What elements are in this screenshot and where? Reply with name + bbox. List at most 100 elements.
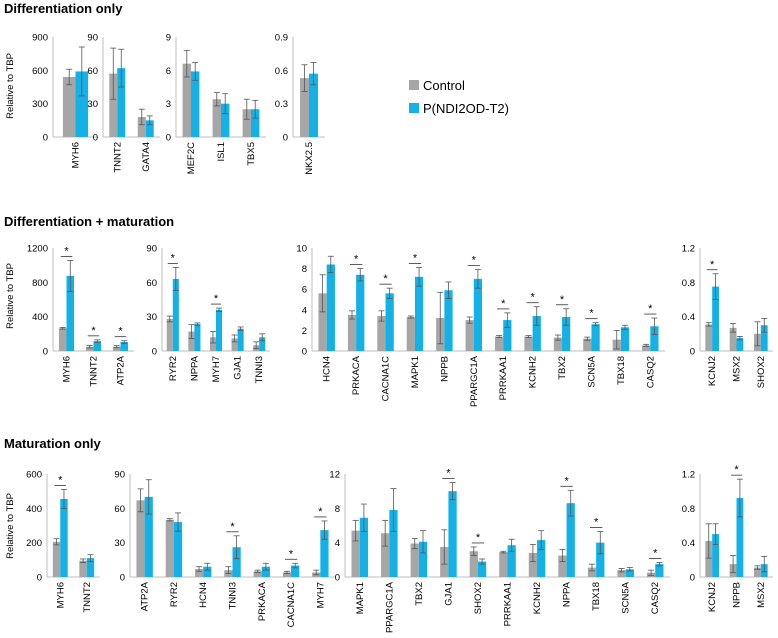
legend-swatch-control — [409, 80, 419, 90]
y-tick-label: 0.4 — [682, 538, 695, 549]
bar-control — [166, 318, 173, 351]
bar-control — [406, 317, 415, 351]
bar-control — [318, 293, 327, 351]
y-tick-label: 0.8 — [682, 504, 695, 515]
category-label: PRKACA — [351, 355, 362, 395]
category-label: KCNJ2 — [707, 356, 718, 386]
bar-control — [410, 543, 419, 577]
category-label: MAPK1 — [355, 582, 366, 614]
significance-star: * — [413, 253, 418, 265]
bar-treatment — [712, 534, 719, 577]
bar-treatment — [414, 276, 424, 351]
significance-star: * — [560, 294, 565, 306]
category-label: TBX2 — [557, 356, 568, 380]
bar-treatment — [259, 337, 266, 351]
bar-treatment — [291, 565, 300, 577]
bar-control — [62, 77, 76, 137]
chart-panel: 0 30 60 90 * RYR2 NPPA * MYH7 GJA1 TNNI3 — [146, 244, 270, 383]
bar-treatment — [477, 561, 487, 577]
bar-control — [242, 109, 251, 137]
category-label: TBX2 — [414, 582, 425, 606]
category-label: KCNH2 — [528, 356, 539, 388]
category-label: CACNA1C — [286, 582, 297, 628]
bar-control — [195, 568, 204, 577]
y-tick-label: 90 — [114, 470, 125, 481]
significance-star: * — [64, 245, 69, 257]
section-title-differentiation-maturation: Differentiation + maturation — [4, 214, 174, 229]
bar-control — [351, 530, 360, 577]
significance-star: * — [171, 252, 176, 264]
bar-control — [136, 500, 145, 577]
category-label: MEF2C — [186, 142, 197, 174]
section-title-differentiation-only: Differentiation only — [4, 1, 123, 16]
category-label: RYR2 — [168, 356, 179, 381]
bar-control — [300, 78, 309, 137]
y-tick-label: 0 — [43, 133, 48, 144]
category-label: SCN5A — [586, 355, 597, 387]
bar-treatment — [173, 522, 183, 577]
category-label: NPPA — [189, 355, 200, 381]
category-label: GJA1 — [233, 356, 244, 380]
bar-control — [617, 570, 626, 577]
category-label: PPARGC1A — [469, 355, 480, 407]
y-tick-label: 0.9 — [275, 33, 288, 44]
y-tick-label: 90 — [87, 33, 98, 44]
bar-control — [499, 552, 508, 577]
bar-treatment — [389, 510, 398, 577]
y-tick-label: 60 — [87, 66, 98, 77]
category-label: MSX2 — [732, 356, 743, 382]
bar-treatment — [237, 328, 244, 351]
bar-treatment — [232, 547, 241, 577]
y-tick-label: 30 — [146, 312, 157, 323]
bar-treatment — [145, 120, 154, 137]
bar-treatment — [261, 566, 270, 577]
y-tick-label: 2 — [302, 326, 307, 337]
y-tick-label: 0 — [283, 133, 288, 144]
bar-treatment — [503, 320, 512, 351]
y-tick-label: 1.2 — [682, 470, 695, 481]
category-label: ISL1 — [216, 142, 227, 162]
bar-treatment — [444, 290, 453, 351]
y-axis-label-section-3: Relative to TBP — [5, 493, 16, 559]
category-label: MSX2 — [756, 582, 767, 608]
y-tick-label: 30 — [87, 99, 98, 110]
bar-control — [182, 63, 191, 137]
chart-panel: 0 200 400 600 * MYH6 TNNT2 — [26, 470, 100, 613]
bar-control — [705, 324, 713, 351]
category-label: NKX2.5 — [304, 142, 315, 175]
category-label: NPPA — [562, 581, 573, 607]
significance-star: * — [472, 255, 477, 267]
category-label: MYH7 — [315, 582, 326, 608]
y-tick-label: 0 — [335, 573, 340, 584]
y-tick-label: 0 — [43, 347, 48, 358]
bar-treatment — [120, 341, 129, 351]
significance-star: * — [118, 326, 123, 338]
y-tick-label: 90 — [146, 244, 157, 255]
bar-control — [642, 345, 651, 351]
bar-treatment — [93, 341, 102, 351]
category-label: PRRKAA1 — [503, 582, 514, 626]
y-tick-label: 0.6 — [275, 66, 288, 77]
category-label: TBX18 — [591, 582, 602, 611]
category-label: PPARGC1A — [384, 581, 395, 633]
category-label: HCN4 — [322, 356, 333, 382]
category-label: TBX5 — [246, 142, 257, 166]
bar-control — [583, 338, 592, 351]
bar-treatment — [309, 73, 318, 137]
legend-label-treatment: P(NDI2OD-T2) — [423, 101, 509, 116]
category-label: MYH6 — [62, 356, 73, 382]
bar-treatment — [191, 71, 200, 137]
y-axis-label-section-2: Relative to TBP — [5, 263, 16, 329]
significance-star: * — [446, 468, 451, 480]
category-label: MYH6 — [71, 142, 82, 168]
bar-treatment — [473, 278, 483, 351]
y-tick-label: 8 — [335, 504, 340, 515]
category-label: HCN4 — [198, 582, 209, 608]
y-tick-label: 0 — [37, 573, 42, 584]
category-label: CASQ2 — [650, 582, 661, 614]
bar-control — [705, 540, 713, 577]
significance-star: * — [648, 303, 653, 315]
bar-treatment — [655, 564, 664, 577]
significance-star: * — [530, 292, 535, 304]
y-tick-label: 60 — [146, 278, 157, 289]
